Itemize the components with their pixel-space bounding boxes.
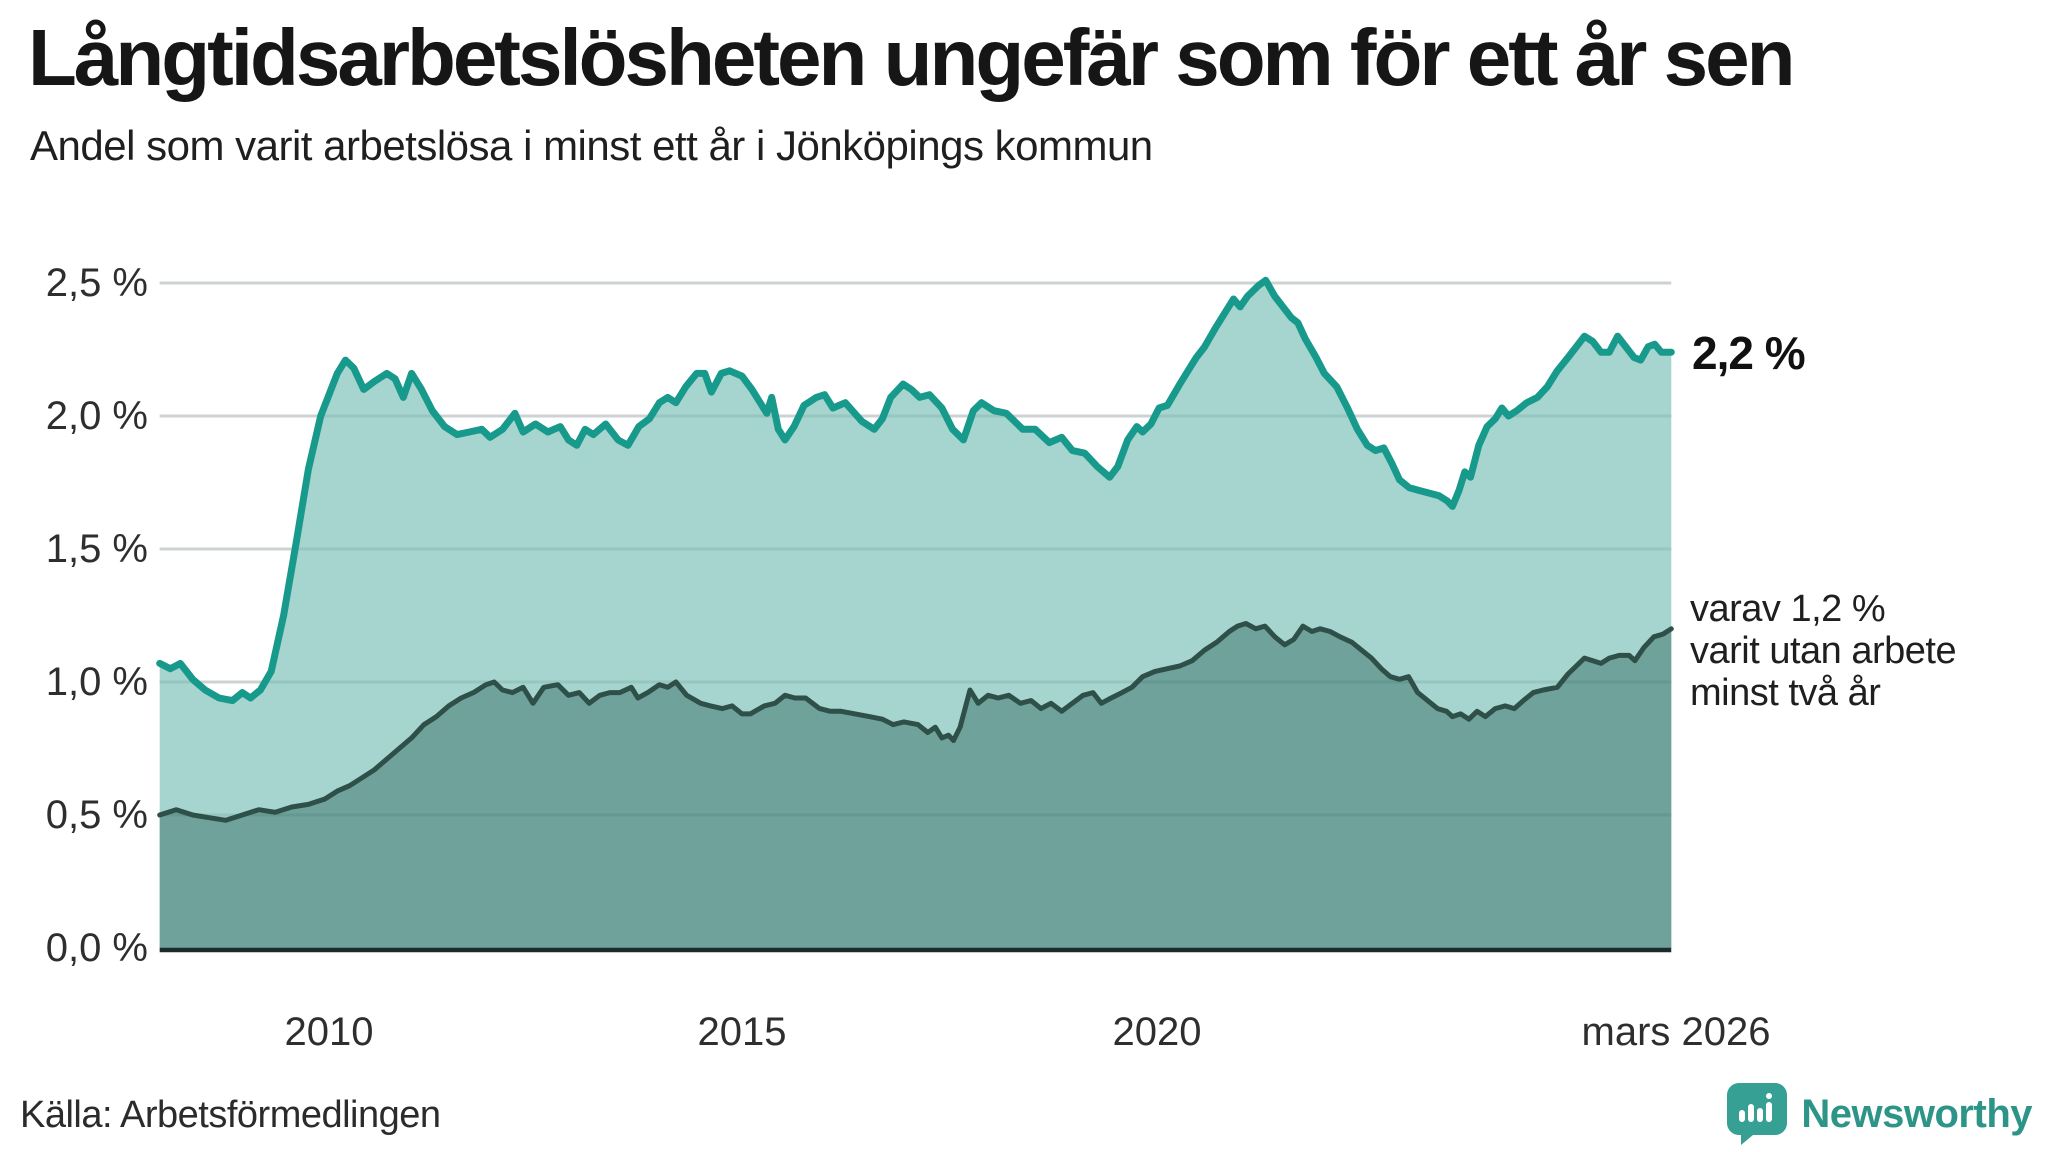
y-tick-2-0: 2,0 % — [45, 394, 148, 438]
series2-annotation-line1: varav 1,2 % — [1690, 588, 1886, 630]
gridlines-overlay — [159, 281, 1672, 817]
y-tick-2-5: 2,5 % — [45, 261, 148, 305]
area-fill-two-years — [159, 623, 1672, 948]
y-tick-0-5: 0,5 % — [45, 793, 148, 837]
series1-end-value-label: 2,2 % — [1692, 327, 1806, 379]
series-line-one-year — [156, 276, 1675, 705]
y-tick-1-5: 1,5 % — [45, 527, 148, 571]
chart-subtitle: Andel som varit arbetslösa i minst ett å… — [30, 122, 1153, 169]
area-fill-one-year — [159, 280, 1672, 948]
series-line-two-years — [157, 621, 1674, 823]
newsworthy-logo: Newsworthy — [1727, 1082, 2032, 1146]
x-tick-2010: 2010 — [284, 1010, 374, 1054]
bar-chart-glyph — [1739, 1093, 1773, 1122]
y-tick-0-0: 0,0 % — [45, 926, 148, 970]
newsworthy-logo-text: Newsworthy — [1801, 1091, 2032, 1136]
page-title: Långtidsarbetslösheten ungefär som för e… — [28, 13, 1795, 102]
x-tick-2020: 2020 — [1112, 1010, 1202, 1054]
source-credit: Källa: Arbetsförmedlingen — [20, 1094, 441, 1136]
newsworthy-logo-icon — [1727, 1083, 1788, 1145]
x-tick-mars-2026: mars 2026 — [1581, 1010, 1771, 1054]
gridlines — [159, 281, 1672, 817]
x-tick-2015: 2015 — [697, 1010, 787, 1054]
y-tick-1-0: 1,0 % — [45, 660, 148, 704]
series2-annotation: varav 1,2 % varit utan arbete minst två … — [1690, 588, 1957, 714]
series2-annotation-line3: minst två år — [1690, 672, 1881, 714]
series2-annotation-line2: varit utan arbete — [1690, 630, 1957, 672]
